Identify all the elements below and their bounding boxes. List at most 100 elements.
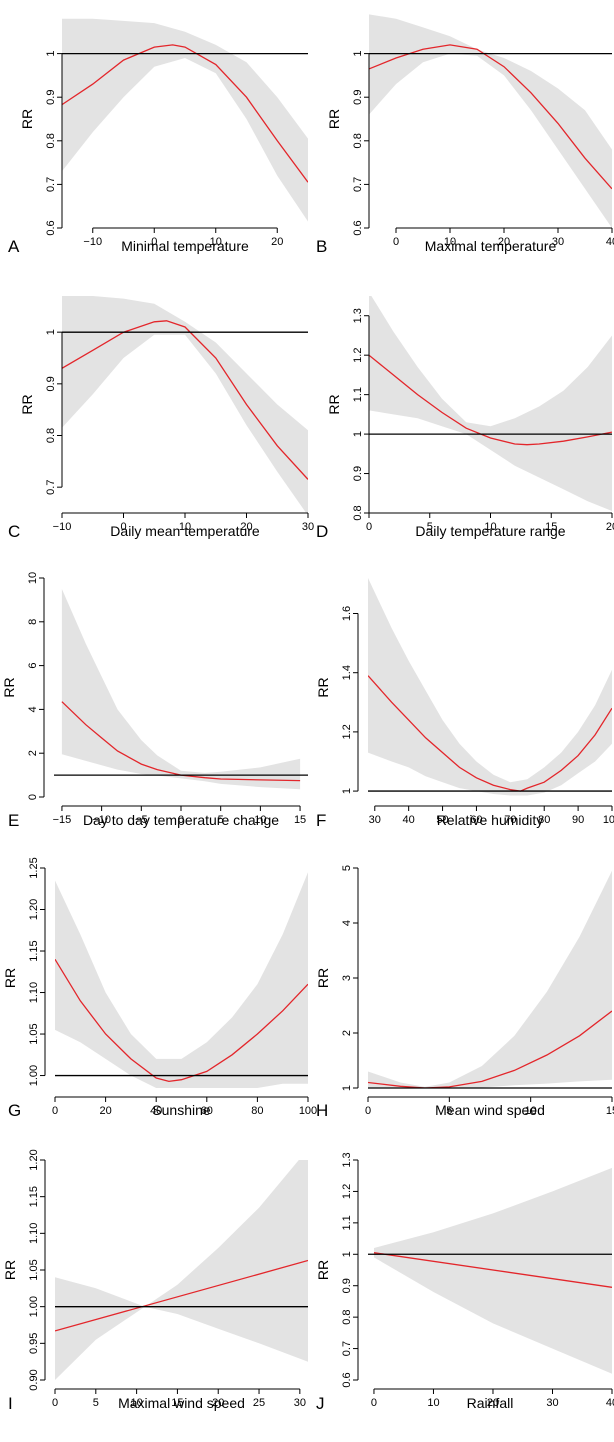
y-tick-label: 1 (341, 1085, 353, 1091)
x-tick-label: 10 (444, 236, 456, 248)
estimate-line (55, 1259, 308, 1332)
x-tick-label: 100 (299, 1105, 317, 1117)
plot-area (55, 1160, 308, 1380)
x-tick-label: 20 (271, 236, 283, 248)
x-tick-label: 10 (210, 236, 222, 248)
estimate-line (369, 354, 612, 446)
y-tick-label: 1.15 (28, 1186, 40, 1207)
x-tick-label: 40 (606, 1397, 614, 1409)
estimate-line (373, 1252, 612, 1288)
y-tick-label: 0.8 (45, 133, 57, 148)
x-axis: −10 0 10 20 30 (53, 512, 314, 533)
confidence-band (62, 18, 308, 222)
y-tick-label: 1.1 (341, 1215, 353, 1230)
plot-area (369, 14, 612, 228)
x-tick-label: 5 (218, 814, 224, 826)
y-tick-label: 3 (341, 975, 353, 981)
y-tick-label: 1.05 (28, 1259, 40, 1280)
x-tick-label: 25 (253, 1397, 265, 1409)
x-tick-label: 5 (427, 521, 433, 533)
y-axis: 0 2 4 6 8 10 (27, 572, 45, 800)
y-axis-title: RR (2, 968, 18, 988)
y-axis-title: RR (315, 677, 331, 697)
plot-area (373, 1167, 612, 1374)
y-tick-label: 1.05 (28, 1023, 40, 1044)
x-axis-title: Rainfall (467, 1395, 514, 1411)
y-axis-title: RR (1, 677, 17, 697)
x-tick-label: 10 (179, 521, 191, 533)
y-tick-label: 0 (27, 794, 39, 800)
confidence-band (61, 589, 301, 790)
x-tick-label: 0 (120, 521, 126, 533)
x-tick-label: 10 (525, 1105, 537, 1117)
y-axis: 0.6 0.7 0.8 0.9 1 (352, 51, 370, 236)
x-tick-label: 0 (52, 1105, 58, 1117)
y-tick-label: 2 (341, 1030, 353, 1036)
plot-area (368, 578, 612, 796)
panel-letter: G (8, 1101, 21, 1120)
y-axis-title: RR (315, 1260, 331, 1280)
y-tick-label: 0.9 (45, 90, 57, 105)
y-tick-label: 0.7 (45, 480, 57, 495)
panel-letter: E (8, 811, 19, 830)
plot-area (368, 870, 612, 1088)
y-tick-label: 0.6 (45, 220, 57, 235)
y-tick-label: 1.4 (341, 665, 353, 680)
x-tick-label: 40 (606, 236, 614, 248)
x-axis-title: Maximal temperature (425, 238, 557, 254)
x-tick-label: 60 (470, 814, 482, 826)
x-tick-label: 10 (484, 521, 496, 533)
x-tick-label: 30 (552, 236, 564, 248)
panel-letter: D (316, 522, 328, 541)
x-tick-label: −10 (83, 236, 102, 248)
x-tick-label: 0 (365, 1105, 371, 1117)
x-axis-title: Maximal wind speed (118, 1395, 245, 1411)
confidence-band (368, 578, 612, 796)
y-tick-label: 1 (45, 329, 57, 335)
y-axis-title: RR (315, 968, 331, 988)
x-tick-label: 30 (294, 1397, 306, 1409)
y-axis: 1.00 1.05 1.10 1.15 1.20 1.25 (28, 857, 46, 1086)
x-axis-title: Daily mean temperature (110, 523, 260, 539)
estimate-line (368, 1010, 612, 1088)
x-tick-label: 20 (240, 521, 252, 533)
y-tick-label: 1.00 (28, 1296, 40, 1317)
y-axis: 1 1.2 1.4 1.6 (341, 606, 359, 794)
y-tick-label: 1 (352, 51, 364, 57)
y-tick-label: 1.3 (341, 1152, 353, 1167)
x-tick-label: 40 (150, 1105, 162, 1117)
x-axis: 0 20 40 60 80 100 (52, 1096, 317, 1117)
x-axis: 0 5 10 15 20 25 30 (52, 1388, 306, 1409)
plot-area (61, 589, 301, 790)
confidence-band (55, 872, 308, 1088)
panel-letter: F (316, 811, 326, 830)
y-tick-label: 0.8 (341, 1309, 353, 1324)
plot-area (369, 296, 612, 511)
y-tick-label: 6 (27, 663, 39, 669)
x-tick-label: 5 (93, 1397, 99, 1409)
x-axis-title: Day to day temperature change (83, 812, 279, 828)
y-axis: 0.8 0.9 1 1.1 1.2 1.3 (352, 308, 370, 521)
x-tick-label: 0 (366, 521, 372, 533)
y-tick-label: 1.25 (28, 857, 40, 878)
x-tick-label: −5 (135, 814, 148, 826)
x-tick-label: 20 (606, 521, 614, 533)
y-tick-label: 5 (341, 865, 353, 871)
y-tick-label: 1.3 (352, 308, 364, 323)
x-axis-title: Daily temperature range (415, 523, 565, 539)
y-tick-label: 1.10 (28, 1223, 40, 1244)
x-axis: 0 10 20 30 40 (371, 1388, 614, 1409)
y-axis-title: RR (326, 394, 342, 414)
y-tick-label: 1.6 (341, 606, 353, 621)
x-tick-label: 100 (603, 814, 614, 826)
x-axis: 0 5 10 15 20 (366, 512, 614, 533)
y-tick-label: 2 (27, 750, 39, 756)
x-tick-label: 0 (178, 814, 184, 826)
panel-b: 0 10 20 30 40 0.6 0.7 0.8 0.9 1 Maximal temperatur… (316, 14, 614, 256)
x-tick-label: 5 (446, 1105, 452, 1117)
panel-i: 0 5 10 15 20 25 30 0.90 0.95 1.00 1.05 1.10 1.15 1.20… (2, 1149, 308, 1413)
panel-a: −10 0 10 20 0.6 0.7 0.8 0.9 1 Minimal temperature… (8, 18, 308, 256)
y-tick-label: 8 (27, 619, 39, 625)
y-axis-title: RR (19, 109, 35, 129)
